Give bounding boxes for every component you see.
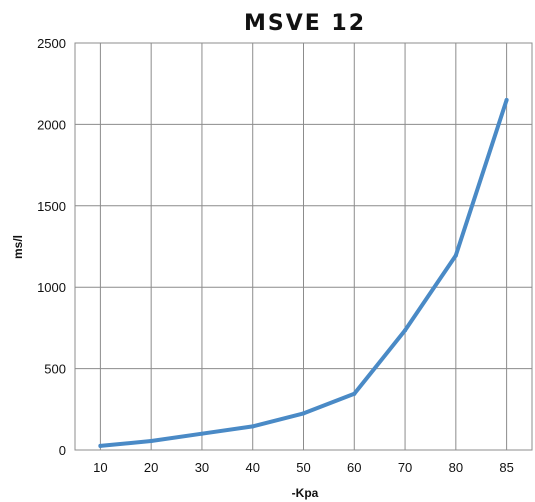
y-axis-ticks: 0 500 1000 1500 2000 2500 — [37, 36, 66, 458]
y-axis-label: ms/l — [11, 235, 25, 259]
x-axis-ticks: 10 20 30 40 50 60 70 80 85 — [93, 460, 514, 475]
x-tick-label: 20 — [144, 460, 158, 475]
data-point-10 — [98, 443, 103, 448]
y-tick-label: 0 — [59, 443, 66, 458]
chart-title: MSVE 12 — [244, 11, 366, 36]
data-point-30 — [199, 431, 204, 436]
x-tick-label: 30 — [195, 460, 209, 475]
y-tick-label: 2000 — [37, 117, 66, 132]
y-tick-label: 1000 — [37, 280, 66, 295]
grid-lines — [75, 42, 532, 451]
x-tick-label: 10 — [93, 460, 107, 475]
y-tick-label: 1500 — [37, 199, 66, 214]
x-tick-label: 70 — [398, 460, 412, 475]
data-point-20 — [149, 439, 154, 444]
data-point-85 — [504, 97, 509, 102]
x-tick-label: 85 — [499, 460, 513, 475]
data-point-80 — [453, 253, 458, 258]
x-tick-label: 80 — [449, 460, 463, 475]
x-axis-label: -Kpa — [292, 486, 319, 500]
y-tick-label: 2500 — [37, 36, 66, 51]
x-tick-label: 50 — [296, 460, 310, 475]
data-point-60 — [352, 391, 357, 396]
x-tick-label: 40 — [245, 460, 259, 475]
x-tick-label: 60 — [347, 460, 361, 475]
y-tick-label: 500 — [44, 362, 66, 377]
data-point-70 — [403, 328, 408, 333]
plot-frame — [74, 42, 533, 451]
series-group — [98, 97, 509, 448]
data-point-50 — [301, 411, 306, 416]
data-point-40 — [250, 424, 255, 429]
